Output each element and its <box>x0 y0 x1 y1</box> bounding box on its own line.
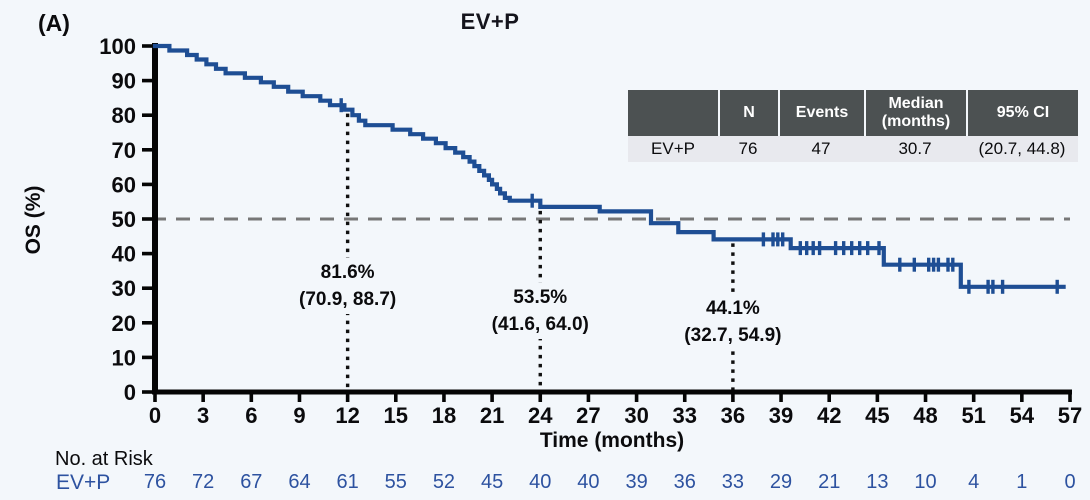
landmark-percent: 44.1% <box>705 298 760 319</box>
landmark-ci: (70.9, 88.7) <box>299 289 397 310</box>
y-tick-label: 40 <box>112 242 136 267</box>
risk-count: 64 <box>288 471 311 493</box>
x-tick-label: 54 <box>1010 403 1035 428</box>
risk-count: 21 <box>818 471 841 493</box>
risk-count: 36 <box>673 471 696 493</box>
x-tick-label: 0 <box>149 403 161 428</box>
risk-count: 72 <box>192 471 215 493</box>
risk-row-label: EV+P <box>56 471 111 494</box>
risk-count: 67 <box>240 471 263 493</box>
x-tick-label: 15 <box>384 403 408 428</box>
risk-count: 29 <box>769 471 793 493</box>
y-tick-label: 20 <box>112 311 136 336</box>
landmark-annotation-12m: 81.6% (70.9, 88.7) <box>294 258 402 314</box>
risk-count: 61 <box>336 471 359 493</box>
x-tick-label: 33 <box>672 403 696 428</box>
x-tick-label: 42 <box>817 403 841 428</box>
x-tick-label: 30 <box>624 403 648 428</box>
y-tick-label: 80 <box>112 103 136 128</box>
stats-table: N Events Median (months) 95% CI EV+P 76 … <box>628 90 1078 162</box>
stats-cell-ci: (20.7, 44.8) <box>966 136 1078 162</box>
risk-count: 76 <box>143 471 167 493</box>
risk-count: 40 <box>577 471 600 493</box>
landmark-ci: (41.6, 64.0) <box>491 314 589 335</box>
y-tick-label: 60 <box>112 172 136 197</box>
x-tick-label: 21 <box>480 403 504 428</box>
x-tick-label: 24 <box>528 403 553 428</box>
landmark-annotation-36m: 44.1% (32.7, 54.9) <box>679 294 787 350</box>
x-tick-label: 9 <box>293 403 305 428</box>
stats-cell-median: 30.7 <box>864 136 966 162</box>
y-tick-label: 50 <box>112 207 136 232</box>
y-tick-label: 90 <box>112 69 136 94</box>
landmark-percent: 53.5% <box>513 287 568 308</box>
risk-count: 39 <box>625 471 648 493</box>
risk-table-title: No. at Risk <box>55 448 153 470</box>
stats-header-events: Events <box>778 90 864 136</box>
x-tick-label: 27 <box>576 403 600 428</box>
stats-header-blank <box>628 90 718 136</box>
landmark-ci: (32.7, 54.9) <box>684 325 782 346</box>
risk-count: 55 <box>384 471 407 493</box>
x-tick-label: 39 <box>769 403 793 428</box>
stats-header-n: N <box>718 90 778 136</box>
risk-count: 33 <box>721 471 745 493</box>
risk-count: 40 <box>529 471 552 493</box>
stats-header-median: Median (months) <box>864 90 966 136</box>
x-tick-label: 3 <box>197 403 209 428</box>
y-tick-label: 10 <box>112 345 136 370</box>
stats-header-ci: 95% CI <box>966 90 1078 136</box>
risk-count: 13 <box>866 471 889 493</box>
x-axis-title: Time (months) <box>539 429 685 452</box>
km-curve <box>152 43 1066 289</box>
stats-cell-events: 47 <box>778 136 864 162</box>
x-tick-label: 12 <box>335 403 359 428</box>
risk-count: 4 <box>968 471 980 493</box>
y-tick-label: 0 <box>124 380 136 405</box>
x-tick-label: 45 <box>865 403 889 428</box>
x-tick-label: 18 <box>432 403 456 428</box>
x-tick-label: 57 <box>1058 403 1082 428</box>
stats-cell-n: 76 <box>718 136 778 162</box>
x-tick-label: 6 <box>245 403 257 428</box>
stats-cell-group: EV+P <box>628 136 718 162</box>
y-tick-label: 100 <box>99 34 136 59</box>
x-tick-label: 48 <box>913 403 937 428</box>
risk-count: 52 <box>432 471 456 493</box>
chart-title: EV+P <box>460 9 520 34</box>
landmark-percent: 81.6% <box>320 262 375 283</box>
x-tick-label: 51 <box>961 403 985 428</box>
x-tick-label: 36 <box>721 403 745 428</box>
risk-count: 1 <box>1016 471 1028 493</box>
risk-count: 45 <box>480 471 504 493</box>
panel-label: (A) <box>38 10 70 36</box>
landmark-annotation-24m: 53.5% (41.6, 64.0) <box>486 283 594 339</box>
risk-count: 0 <box>1064 471 1076 493</box>
risk-count: 10 <box>914 471 937 493</box>
y-tick-label: 30 <box>112 276 136 301</box>
y-tick-label: 70 <box>112 138 136 163</box>
